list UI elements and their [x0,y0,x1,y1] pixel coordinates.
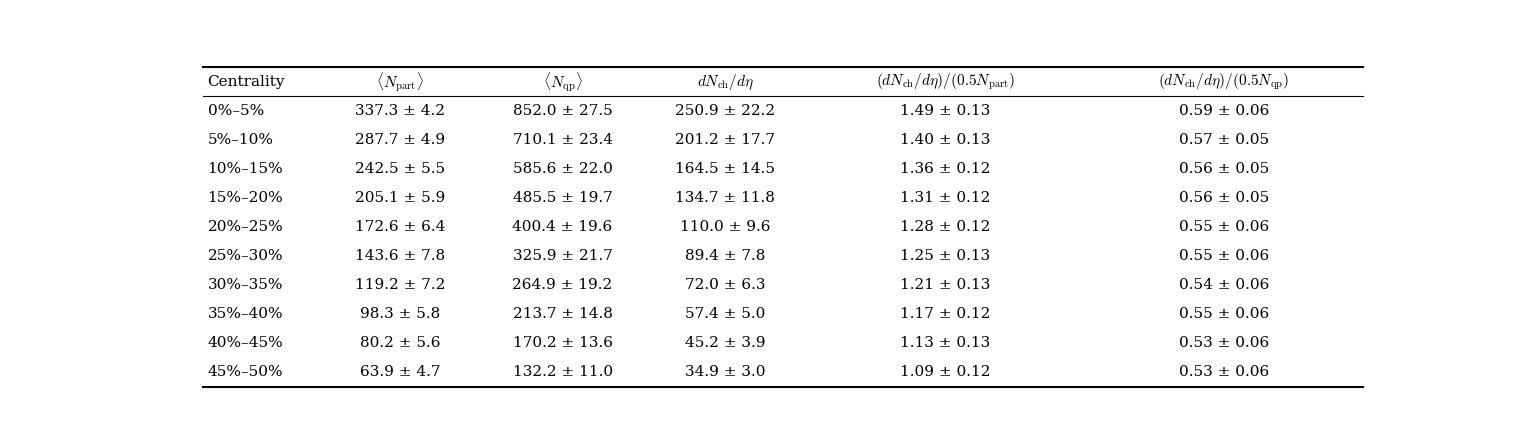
Text: 63.9 ± 4.7: 63.9 ± 4.7 [361,365,440,379]
Text: 164.5 ± 14.5: 164.5 ± 14.5 [675,162,775,176]
Text: $\langle N_{\mathrm{qp}} \rangle$: $\langle N_{\mathrm{qp}} \rangle$ [542,70,582,94]
Text: 250.9 ± 22.2: 250.9 ± 22.2 [675,104,775,118]
Text: 0.55 ± 0.06: 0.55 ± 0.06 [1180,307,1270,321]
Text: 45.2 ± 3.9: 45.2 ± 3.9 [685,336,766,350]
Text: 213.7 ± 14.8: 213.7 ± 14.8 [513,307,613,321]
Text: 119.2 ± 7.2: 119.2 ± 7.2 [354,278,445,292]
Text: 0.59 ± 0.06: 0.59 ± 0.06 [1180,104,1270,118]
Text: 0.56 ± 0.05: 0.56 ± 0.05 [1180,191,1270,205]
Text: 34.9 ± 3.0: 34.9 ± 3.0 [685,365,766,379]
Text: 1.13 ± 0.13: 1.13 ± 0.13 [900,336,990,350]
Text: $(dN_{\mathrm{ch}}/d\eta)/(0.5N_{\mathrm{qp}})$: $(dN_{\mathrm{ch}}/d\eta)/(0.5N_{\mathrm… [1158,71,1290,92]
Text: 57.4 ± 5.0: 57.4 ± 5.0 [685,307,766,321]
Text: 1.49 ± 0.13: 1.49 ± 0.13 [900,104,990,118]
Text: 25%–30%: 25%–30% [208,249,283,263]
Text: 0.55 ± 0.06: 0.55 ± 0.06 [1180,249,1270,263]
Text: 1.17 ± 0.12: 1.17 ± 0.12 [900,307,990,321]
Text: 172.6 ± 6.4: 172.6 ± 6.4 [354,220,445,234]
Text: 45%–50%: 45%–50% [208,365,283,379]
Text: 143.6 ± 7.8: 143.6 ± 7.8 [354,249,445,263]
Text: 170.2 ± 13.6: 170.2 ± 13.6 [512,336,613,350]
Text: 0.54 ± 0.06: 0.54 ± 0.06 [1180,278,1270,292]
Text: 10%–15%: 10%–15% [208,162,283,176]
Text: 1.36 ± 0.12: 1.36 ± 0.12 [900,162,990,176]
Text: 89.4 ± 7.8: 89.4 ± 7.8 [685,249,766,263]
Text: 1.09 ± 0.12: 1.09 ± 0.12 [900,365,990,379]
Text: 400.4 ± 19.6: 400.4 ± 19.6 [512,220,613,234]
Text: 35%–40%: 35%–40% [208,307,283,321]
Text: 110.0 ± 9.6: 110.0 ± 9.6 [680,220,770,234]
Text: 242.5 ± 5.5: 242.5 ± 5.5 [354,162,445,176]
Text: $(dN_{\mathrm{ch}}/d\eta)/(0.5N_{\mathrm{part}})$: $(dN_{\mathrm{ch}}/d\eta)/(0.5N_{\mathrm… [876,71,1015,92]
Text: 0.53 ± 0.06: 0.53 ± 0.06 [1180,365,1270,379]
Text: 852.0 ± 27.5: 852.0 ± 27.5 [513,104,613,118]
Text: 0.53 ± 0.06: 0.53 ± 0.06 [1180,336,1270,350]
Text: 40%–45%: 40%–45% [208,336,283,350]
Text: 20%–25%: 20%–25% [208,220,283,234]
Text: 132.2 ± 11.0: 132.2 ± 11.0 [512,365,613,379]
Text: 0%–5%: 0%–5% [208,104,264,118]
Text: 30%–35%: 30%–35% [208,278,283,292]
Text: 585.6 ± 22.0: 585.6 ± 22.0 [513,162,613,176]
Text: 325.9 ± 21.7: 325.9 ± 21.7 [513,249,613,263]
Text: 98.3 ± 5.8: 98.3 ± 5.8 [361,307,440,321]
Text: 134.7 ± 11.8: 134.7 ± 11.8 [675,191,775,205]
Text: 5%–10%: 5%–10% [208,133,274,147]
Text: 1.25 ± 0.13: 1.25 ± 0.13 [900,249,990,263]
Text: 205.1 ± 5.9: 205.1 ± 5.9 [354,191,445,205]
Text: 15%–20%: 15%–20% [208,191,283,205]
Text: 1.40 ± 0.13: 1.40 ± 0.13 [900,133,990,147]
Text: 201.2 ± 17.7: 201.2 ± 17.7 [675,133,775,147]
Text: 0.57 ± 0.05: 0.57 ± 0.05 [1180,133,1270,147]
Text: 337.3 ± 4.2: 337.3 ± 4.2 [354,104,445,118]
Text: $\langle N_{\mathrm{part}} \rangle$: $\langle N_{\mathrm{part}} \rangle$ [376,70,423,94]
Text: 1.28 ± 0.12: 1.28 ± 0.12 [900,220,990,234]
Text: 0.55 ± 0.06: 0.55 ± 0.06 [1180,220,1270,234]
Text: 485.5 ± 19.7: 485.5 ± 19.7 [513,191,613,205]
Text: 1.21 ± 0.13: 1.21 ± 0.13 [900,278,990,292]
Text: Centrality: Centrality [208,75,286,89]
Text: 710.1 ± 23.4: 710.1 ± 23.4 [512,133,613,147]
Text: $dN_{\mathrm{ch}}/d\eta$: $dN_{\mathrm{ch}}/d\eta$ [697,72,753,92]
Text: 287.7 ± 4.9: 287.7 ± 4.9 [354,133,445,147]
Text: 80.2 ± 5.6: 80.2 ± 5.6 [361,336,440,350]
Text: 0.56 ± 0.05: 0.56 ± 0.05 [1180,162,1270,176]
Text: 72.0 ± 6.3: 72.0 ± 6.3 [685,278,766,292]
Text: 1.31 ± 0.12: 1.31 ± 0.12 [900,191,990,205]
Text: 264.9 ± 19.2: 264.9 ± 19.2 [512,278,613,292]
